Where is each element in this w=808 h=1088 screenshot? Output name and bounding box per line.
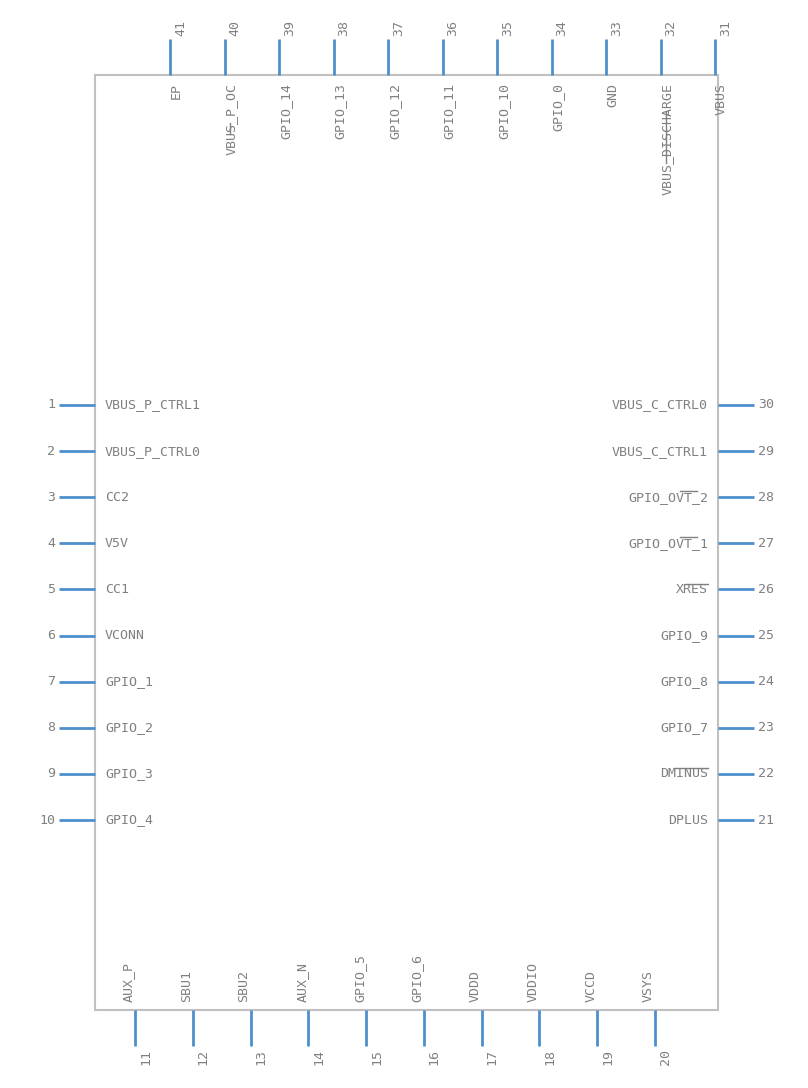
Text: GPIO_7: GPIO_7 [660, 721, 708, 734]
Text: CC2: CC2 [105, 491, 129, 504]
Text: VDDIO: VDDIO [527, 962, 540, 1002]
Text: CC1: CC1 [105, 583, 129, 596]
Text: VBUS_C_CTRL1: VBUS_C_CTRL1 [612, 445, 708, 458]
Text: GPIO_3: GPIO_3 [105, 767, 153, 780]
Bar [95, 75, 718, 1010]
Text: VBUS: VBUS [715, 83, 728, 115]
Text: 6: 6 [47, 629, 55, 642]
Text: 23: 23 [758, 721, 774, 734]
Text: GPIO_8: GPIO_8 [660, 676, 708, 689]
Text: GPIO_12: GPIO_12 [388, 83, 401, 139]
Text: GPIO_1: GPIO_1 [105, 676, 153, 689]
Text: GPIO_13: GPIO_13 [334, 83, 347, 139]
Text: GPIO_10: GPIO_10 [497, 83, 510, 139]
Text: VBUS_DISCHARGE: VBUS_DISCHARGE [660, 83, 674, 195]
Text: 31: 31 [719, 20, 732, 36]
Text: VBUS_C_CTRL0: VBUS_C_CTRL0 [612, 398, 708, 411]
Text: VDDD: VDDD [469, 970, 482, 1002]
Text: 22: 22 [758, 767, 774, 780]
Text: 3: 3 [47, 491, 55, 504]
Text: 19: 19 [601, 1049, 614, 1065]
Text: 28: 28 [758, 491, 774, 504]
Text: XRES: XRES [676, 583, 708, 596]
Text: 17: 17 [486, 1049, 499, 1065]
Text: 13: 13 [255, 1049, 267, 1065]
Text: GPIO_OVT_1: GPIO_OVT_1 [628, 536, 708, 549]
Text: GPIO_9: GPIO_9 [660, 629, 708, 642]
Text: GPIO_OVT_2: GPIO_OVT_2 [628, 491, 708, 504]
Text: 34: 34 [556, 20, 569, 36]
Text: AUX_P: AUX_P [122, 962, 135, 1002]
Text: 11: 11 [139, 1049, 152, 1065]
Text: 18: 18 [544, 1049, 557, 1065]
Text: 15: 15 [370, 1049, 383, 1065]
Text: GPIO_6: GPIO_6 [411, 954, 424, 1002]
Text: GPIO_4: GPIO_4 [105, 814, 153, 827]
Text: 30: 30 [758, 398, 774, 411]
Text: GPIO_11: GPIO_11 [443, 83, 456, 139]
Text: VBUS_P_CTRL1: VBUS_P_CTRL1 [105, 398, 201, 411]
Text: 37: 37 [392, 20, 405, 36]
Text: 40: 40 [229, 20, 242, 36]
Text: 32: 32 [664, 20, 677, 36]
Text: SBU1: SBU1 [179, 970, 193, 1002]
Text: 7: 7 [47, 676, 55, 689]
Text: 24: 24 [758, 676, 774, 689]
Text: DMINUS: DMINUS [660, 767, 708, 780]
Text: 12: 12 [197, 1049, 210, 1065]
Text: DPLUS: DPLUS [668, 814, 708, 827]
Text: 16: 16 [428, 1049, 441, 1065]
Text: 10: 10 [39, 814, 55, 827]
Text: VCCD: VCCD [584, 970, 597, 1002]
Text: SBU2: SBU2 [238, 970, 250, 1002]
Text: 21: 21 [758, 814, 774, 827]
Text: GPIO_0: GPIO_0 [552, 83, 565, 131]
Text: GPIO_14: GPIO_14 [279, 83, 292, 139]
Text: VBUS_P_OC: VBUS_P_OC [225, 83, 238, 154]
Text: 29: 29 [758, 445, 774, 458]
Text: GPIO_5: GPIO_5 [353, 954, 366, 1002]
Text: AUX_N: AUX_N [296, 962, 309, 1002]
Text: 39: 39 [283, 20, 296, 36]
Text: 38: 38 [338, 20, 351, 36]
Text: 27: 27 [758, 536, 774, 549]
Text: 33: 33 [610, 20, 623, 36]
Text: 36: 36 [447, 20, 460, 36]
Text: VBUS_P_CTRL0: VBUS_P_CTRL0 [105, 445, 201, 458]
Text: GND: GND [606, 83, 619, 107]
Text: 20: 20 [659, 1049, 672, 1065]
Text: 41: 41 [174, 20, 187, 36]
Text: GPIO_2: GPIO_2 [105, 721, 153, 734]
Text: 35: 35 [501, 20, 514, 36]
Text: 4: 4 [47, 536, 55, 549]
Text: VCONN: VCONN [105, 629, 145, 642]
Text: 9: 9 [47, 767, 55, 780]
Text: 2: 2 [47, 445, 55, 458]
Text: 26: 26 [758, 583, 774, 596]
Text: 8: 8 [47, 721, 55, 734]
Text: V5V: V5V [105, 536, 129, 549]
Text: VSYS: VSYS [642, 970, 655, 1002]
Text: 1: 1 [47, 398, 55, 411]
Text: 14: 14 [313, 1049, 326, 1065]
Text: EP: EP [170, 83, 183, 99]
Text: 25: 25 [758, 629, 774, 642]
Text: 5: 5 [47, 583, 55, 596]
